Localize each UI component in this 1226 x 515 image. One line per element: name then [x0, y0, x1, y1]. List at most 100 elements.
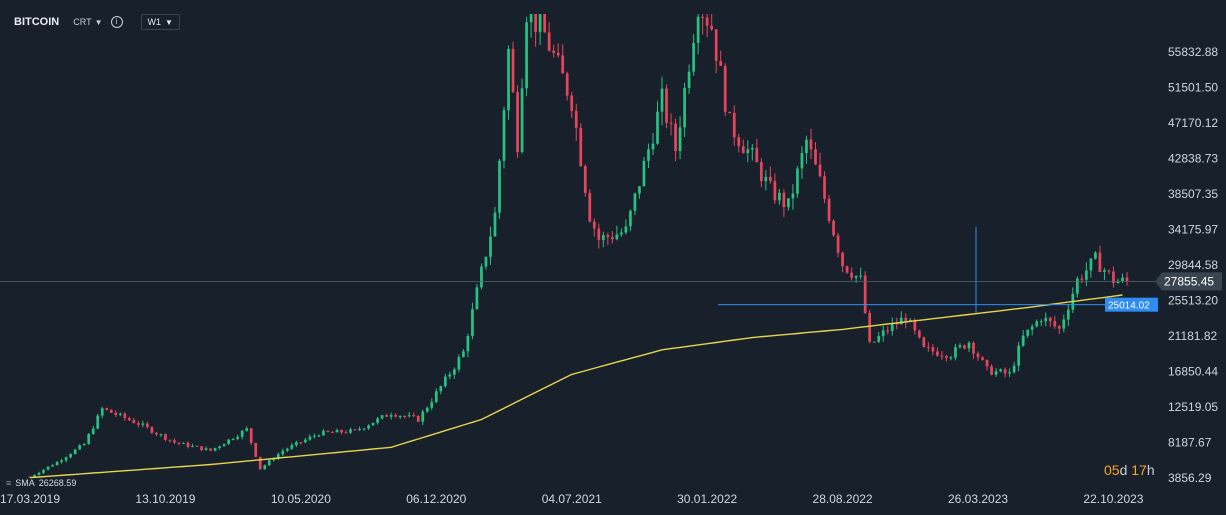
countdown-days: 05 — [1104, 462, 1120, 478]
candle — [881, 325, 885, 342]
candle — [1112, 266, 1115, 288]
timeframe-dropdown[interactable]: W1 ▼ — [140, 14, 180, 30]
candle — [502, 106, 506, 169]
candle — [687, 64, 691, 95]
candle — [299, 442, 303, 445]
candle — [1103, 267, 1106, 281]
candle — [511, 41, 515, 94]
price-tick-label: 55832.88 — [1168, 45, 1218, 59]
symbol-name[interactable]: BITCOIN — [14, 16, 60, 28]
candle — [69, 453, 72, 459]
candle — [263, 464, 267, 470]
candle — [994, 368, 998, 377]
info-icon[interactable]: i — [110, 16, 123, 28]
candle — [132, 417, 136, 424]
candle — [525, 16, 528, 97]
price-tick-label: 8187.67 — [1168, 436, 1212, 450]
candle — [1075, 276, 1079, 298]
candle — [60, 458, 63, 464]
candle — [82, 443, 86, 446]
candle — [475, 283, 479, 310]
candle — [660, 76, 664, 126]
candle — [543, 14, 546, 33]
candle — [222, 443, 226, 447]
candle — [498, 158, 501, 219]
candle — [647, 143, 650, 169]
candle — [73, 448, 77, 455]
candle — [448, 371, 452, 380]
candle — [633, 192, 637, 216]
candle — [371, 422, 375, 426]
candle — [579, 123, 583, 168]
chart-type-dropdown[interactable]: CRT ▼ — [73, 17, 102, 27]
candle — [796, 165, 799, 198]
chart-toolbar: BITCOIN CRT ▼ i W1 ▼ — [14, 12, 180, 32]
candle — [1066, 303, 1070, 327]
candle — [457, 354, 461, 373]
candle — [782, 189, 786, 218]
candle — [1048, 316, 1052, 327]
candle — [389, 412, 393, 420]
date-tick-label: 04.07.2021 — [542, 492, 602, 506]
candle — [353, 428, 357, 431]
candle — [227, 439, 230, 446]
candle — [696, 14, 700, 55]
candle — [493, 206, 497, 237]
candle — [791, 184, 795, 210]
candle — [304, 437, 307, 444]
candle — [945, 354, 948, 362]
date-tick-label: 28.08.2022 — [813, 492, 873, 506]
candle — [990, 364, 993, 376]
date-tick-label: 06.12.2020 — [406, 492, 466, 506]
candle — [592, 218, 596, 237]
countdown-days-unit: d — [1119, 462, 1128, 478]
candle — [326, 430, 330, 433]
candle — [1085, 262, 1088, 287]
candle — [1098, 245, 1102, 273]
sma-legend[interactable]: ≡ SMA 26268.59 — [6, 478, 76, 488]
candle — [999, 368, 1002, 373]
candle — [574, 103, 578, 141]
candle — [823, 171, 826, 204]
candle — [159, 433, 163, 437]
candle — [281, 448, 285, 457]
candle — [520, 78, 524, 154]
candle — [403, 415, 407, 419]
candle — [809, 128, 813, 159]
candle — [240, 429, 244, 440]
price-tick-label: 34175.97 — [1168, 223, 1218, 237]
level-tag[interactable]: 25014.02 — [1105, 297, 1158, 312]
date-tick-label: 13.10.2019 — [135, 492, 195, 506]
price-tick-label: 51501.50 — [1168, 81, 1218, 95]
candle — [741, 139, 745, 154]
candle — [335, 428, 339, 433]
candle — [917, 329, 921, 339]
date-tick-label: 30.01.2022 — [677, 492, 737, 506]
candle — [1039, 319, 1043, 326]
candle — [701, 14, 705, 35]
candle — [308, 434, 312, 441]
candle — [1012, 361, 1016, 374]
candle — [814, 141, 817, 165]
candle — [552, 44, 556, 58]
candle — [123, 412, 127, 421]
candle — [818, 152, 822, 178]
candle — [1080, 274, 1084, 284]
candle — [1030, 324, 1034, 336]
price-tick-label: 3856.29 — [1168, 471, 1212, 485]
candle — [182, 442, 185, 444]
candle — [421, 409, 425, 426]
countdown-hours-unit: h — [1146, 462, 1155, 478]
candle — [759, 158, 763, 188]
candle — [611, 231, 614, 244]
candle — [267, 459, 271, 466]
lines-layer — [0, 226, 1155, 313]
sma-line — [29, 294, 1123, 479]
candle — [737, 133, 741, 153]
candle — [118, 412, 122, 417]
candle — [236, 434, 240, 441]
candle — [601, 231, 605, 248]
candle — [714, 29, 718, 74]
candle — [705, 14, 709, 37]
